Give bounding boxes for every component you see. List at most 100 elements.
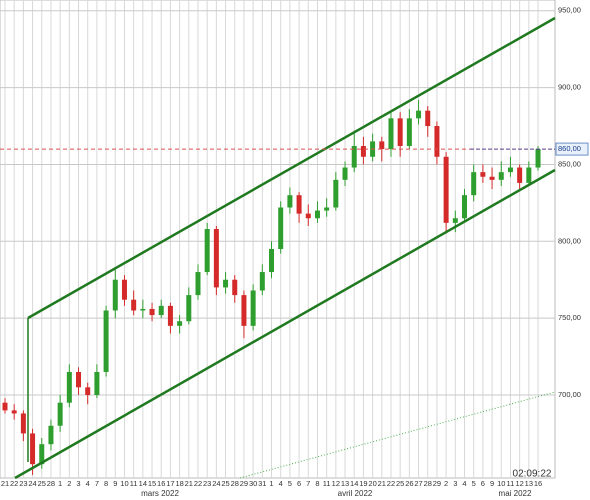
x-tick-label: 11 <box>507 479 515 488</box>
y-tick-label: 700,00 <box>558 390 581 399</box>
x-tick-label: 29 <box>433 479 441 488</box>
candle-body <box>397 118 403 147</box>
x-tick-label: 3 <box>76 479 80 488</box>
x-tick-label: 20 <box>368 479 376 488</box>
x-tick-label: 15 <box>148 479 156 488</box>
candle-body <box>360 146 366 157</box>
candle-body <box>48 425 54 445</box>
x-tick-label: 16 <box>534 479 542 488</box>
grid <box>0 0 555 478</box>
candle-body <box>416 110 422 119</box>
candle-body <box>314 210 320 219</box>
y-tick-label: 850,00 <box>558 159 581 168</box>
candle-body <box>195 272 201 296</box>
candle-body <box>57 402 63 426</box>
candle-body <box>85 387 91 396</box>
candle-body <box>425 110 431 127</box>
candle-body <box>333 179 339 208</box>
candle-body <box>30 433 36 465</box>
x-tick-label: 4 <box>86 479 90 488</box>
x-tick-label: 22 <box>10 479 18 488</box>
x-tick-label: 18 <box>175 479 183 488</box>
x-tick-label: 28 <box>47 479 55 488</box>
y-tick-label: 950,00 <box>558 6 581 15</box>
candle-body <box>462 195 467 219</box>
x-tick-label: 31 <box>258 479 266 488</box>
x-tick-label: 12 <box>332 479 340 488</box>
candle-body <box>388 118 394 150</box>
x-tick-label: 2 <box>67 479 71 488</box>
x-tick-label: 30 <box>249 479 257 488</box>
x-tick-label: 13 <box>341 479 349 488</box>
channel-upper <box>27 16 556 320</box>
candle-body <box>287 195 293 208</box>
x-tick-label: 5 <box>288 479 292 488</box>
x-tick-label: 2 <box>444 479 448 488</box>
x-tick-label: 6 <box>297 479 301 488</box>
x-tick-label: 17 <box>166 479 174 488</box>
x-tick-label: 8 <box>315 479 319 488</box>
candle-body <box>250 290 256 326</box>
x-tick-label: 11 <box>323 479 331 488</box>
candle-body <box>66 371 72 403</box>
candle-body <box>11 410 17 414</box>
trend-lines <box>14 16 556 480</box>
x-tick-label: 21 <box>378 479 386 488</box>
candle-body <box>131 299 137 311</box>
x-tick-label: 6 <box>481 479 485 488</box>
x-tick-label: 26 <box>405 479 413 488</box>
x-tick-label: 25 <box>396 479 404 488</box>
candle-body <box>2 402 8 411</box>
candle-body <box>94 371 100 396</box>
x-tick-label: 9 <box>490 479 494 488</box>
candle-body <box>324 207 330 211</box>
candle-body <box>112 279 118 311</box>
x-tick-label: 24 <box>212 479 220 488</box>
x-tick-label: 28 <box>424 479 432 488</box>
x-tick-label: 3 <box>453 479 457 488</box>
y-tick-label: 800,00 <box>558 236 581 245</box>
candle-body <box>167 305 173 326</box>
candle-body <box>213 229 219 288</box>
candle-body <box>305 213 311 219</box>
x-tick-label: 7 <box>95 479 99 488</box>
candle-body <box>443 156 449 223</box>
candle-body <box>278 207 284 249</box>
candle-body <box>351 146 357 168</box>
candle-body <box>452 218 458 223</box>
candle-body <box>259 272 265 291</box>
x-tick-label: 14 <box>350 479 358 488</box>
candle-body <box>121 279 127 300</box>
x-tick-label: 25 <box>221 479 229 488</box>
candle-body <box>39 444 45 465</box>
x-tick-label: 4 <box>279 479 283 488</box>
x-tick-label: 21 <box>1 479 9 488</box>
candle-body <box>241 295 247 326</box>
candle-body <box>480 172 486 177</box>
timestamp: 02:09:22 <box>513 469 552 480</box>
candle-body <box>517 167 523 183</box>
candle-body <box>76 371 82 388</box>
candle-body <box>498 172 504 180</box>
candle-body <box>20 413 26 434</box>
trend-dotted <box>239 391 556 479</box>
x-tick-label: 27 <box>414 479 422 488</box>
candle-body <box>269 248 275 273</box>
plot-area <box>0 0 556 479</box>
candle-body <box>507 167 513 173</box>
x-tick-label: 10 <box>120 479 128 488</box>
x-tick-label: 13 <box>525 479 533 488</box>
candle-body <box>526 167 532 183</box>
month-label: mai 2022 <box>499 489 532 498</box>
x-tick-label: 19 <box>359 479 367 488</box>
candle-body <box>177 321 183 326</box>
candle-body <box>140 308 146 311</box>
candle-body <box>489 176 495 180</box>
x-tick-label: 21 <box>185 479 193 488</box>
candle-body <box>103 310 109 372</box>
x-tick-label: 16 <box>157 479 165 488</box>
candle-body <box>223 279 229 288</box>
candle-body <box>204 229 210 273</box>
x-tick-label: 12 <box>515 479 523 488</box>
candle-body <box>296 195 302 214</box>
